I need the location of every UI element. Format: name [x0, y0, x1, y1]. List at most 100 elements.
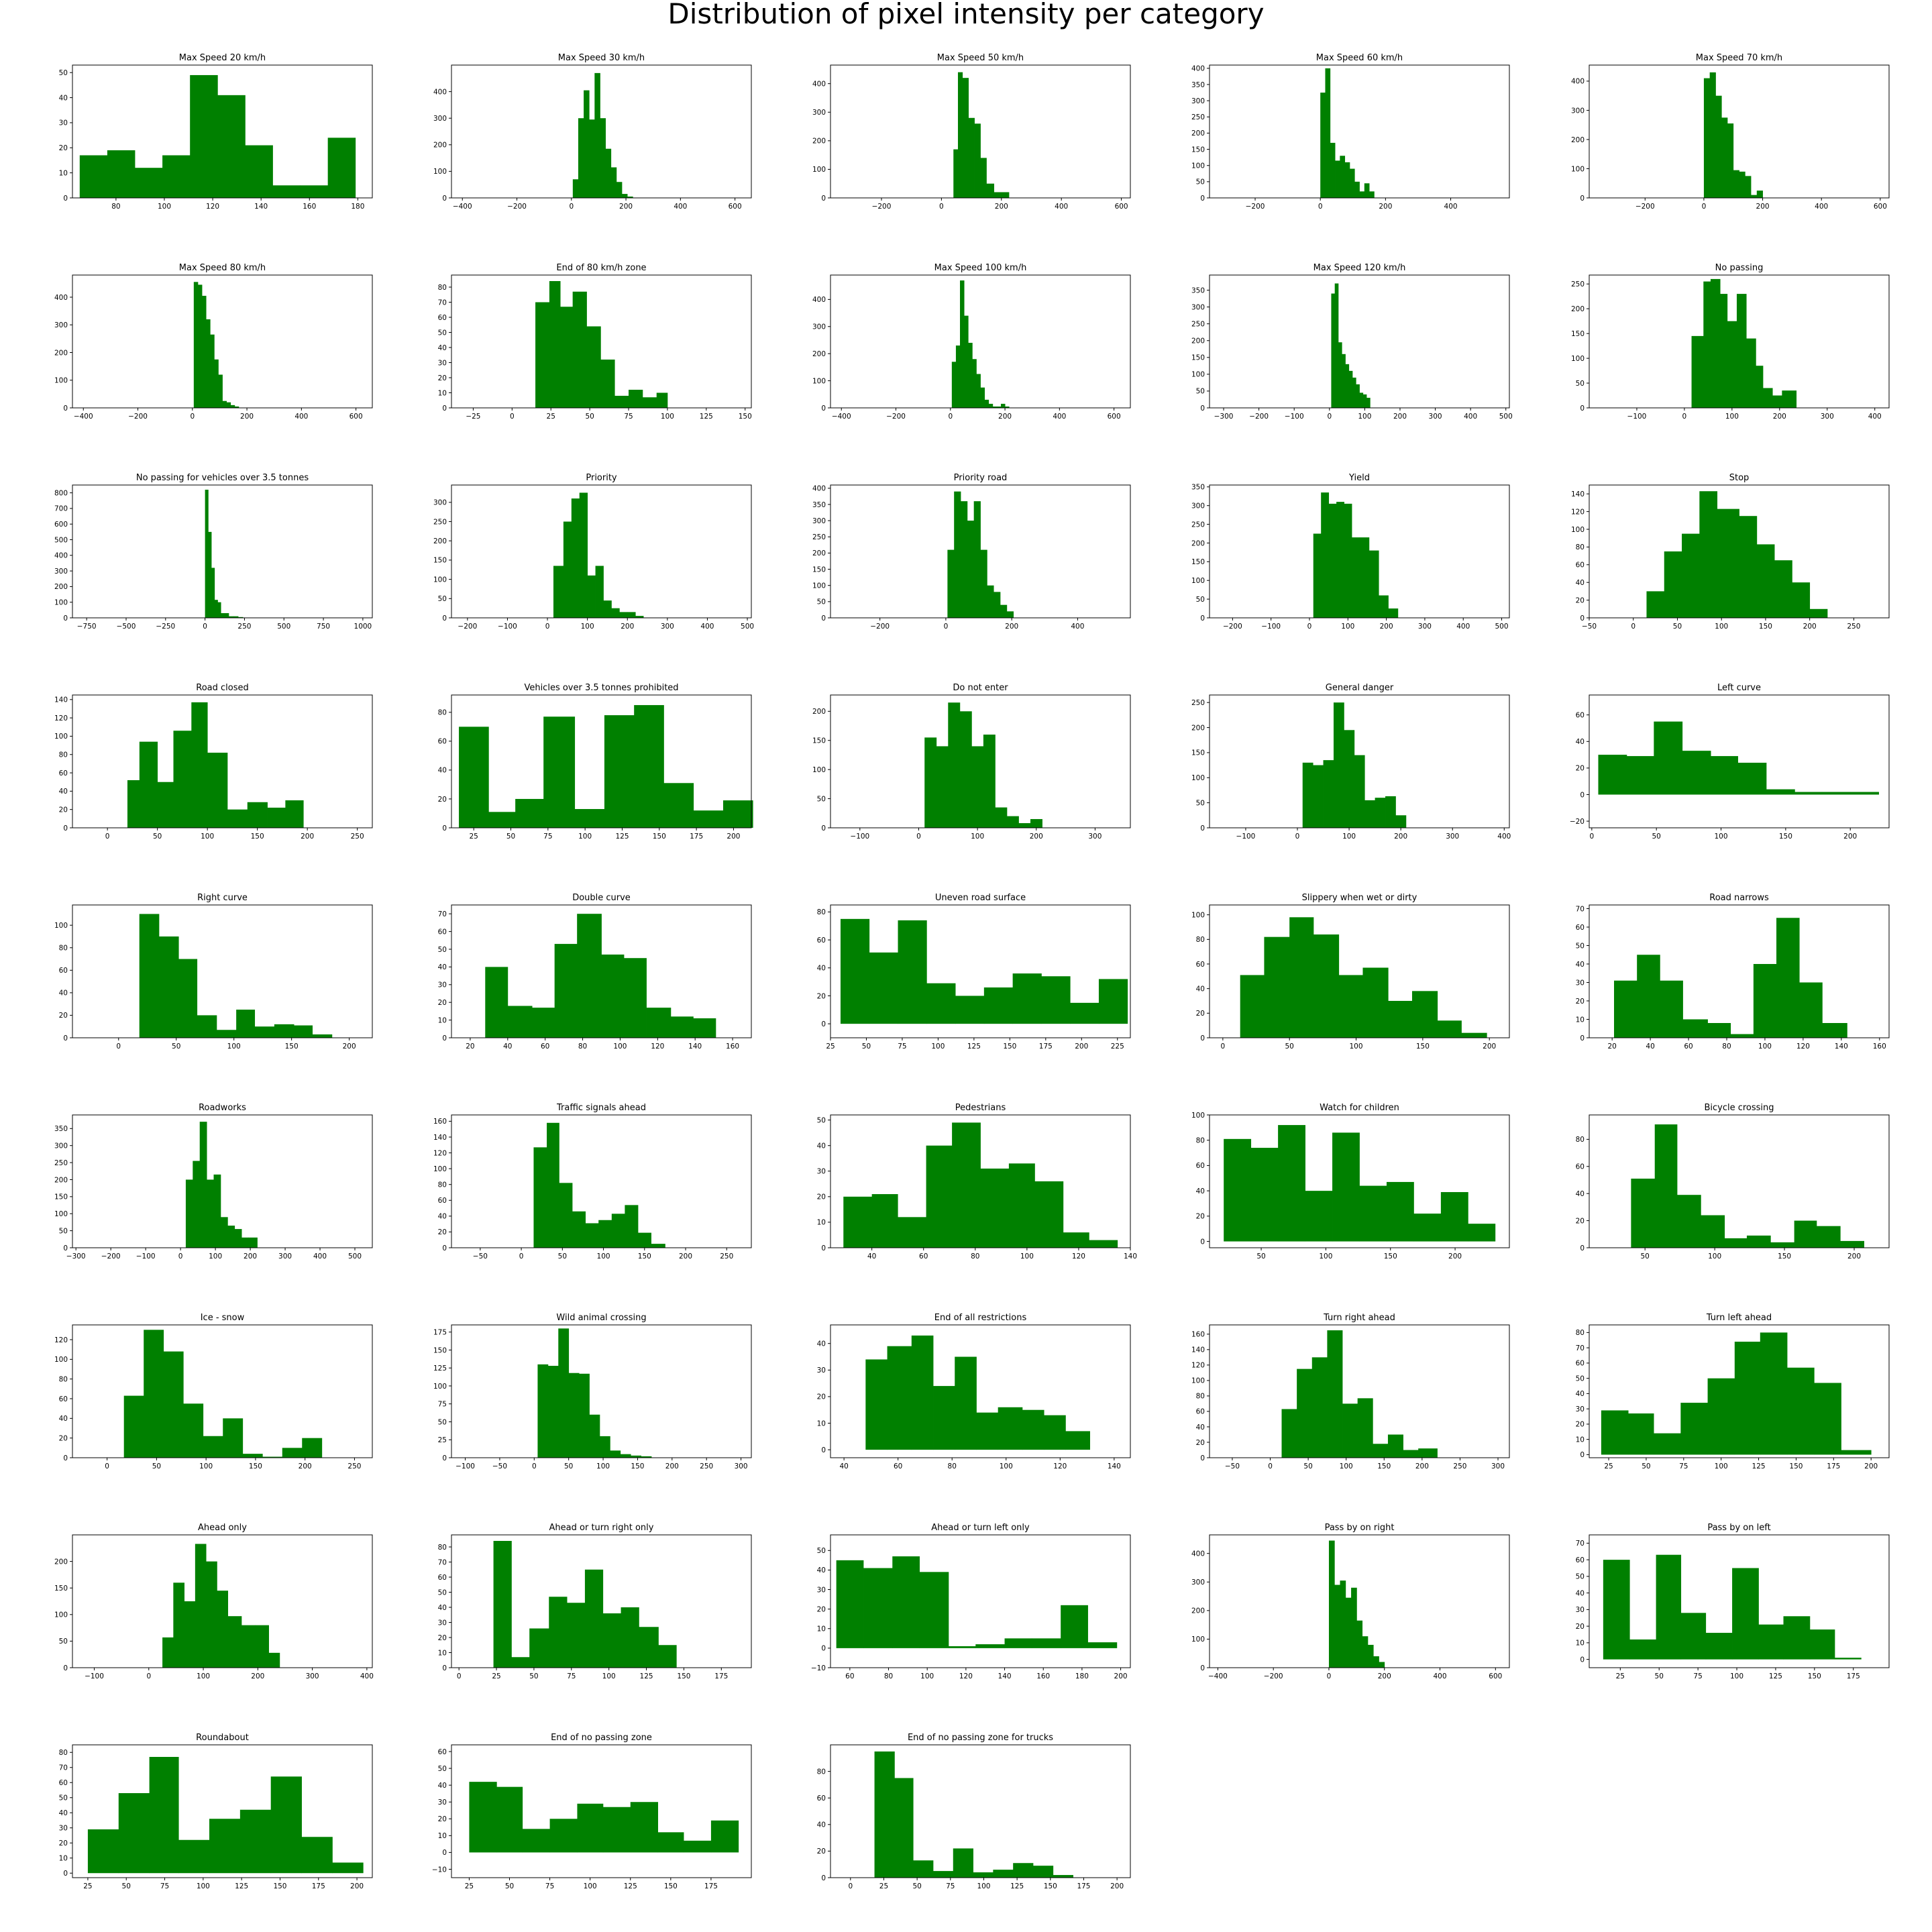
y-tick-label: 0	[63, 1870, 68, 1878]
x-tick-label: 50	[1642, 1462, 1650, 1470]
x-tick-label: 160	[1873, 1042, 1886, 1051]
histogram-bar	[584, 1569, 604, 1668]
panel-title: Slippery when wet or dirty	[1302, 893, 1417, 903]
y-tick-label: 60	[1196, 961, 1205, 969]
y-tick-label: 400	[812, 485, 826, 493]
y-tick-label: 0	[1200, 1034, 1205, 1042]
x-tick-label: 50	[1285, 1042, 1294, 1051]
y-tick-label: 0	[442, 614, 447, 623]
histogram-bar	[1705, 1633, 1733, 1660]
x-tick-label: 120	[1072, 1252, 1085, 1260]
histogram-bar	[511, 1657, 530, 1668]
histogram-bar	[1782, 390, 1797, 408]
x-tick-label: 125	[640, 1672, 653, 1680]
histogram-panel: Max Speed 120 km/h −300 −200 −100 0 100 200 300…	[1191, 263, 1513, 421]
histogram-bar	[579, 492, 588, 618]
x-tick-label: 20	[1607, 1042, 1616, 1051]
histogram-bar	[1709, 72, 1716, 198]
histogram-bar	[207, 753, 228, 828]
histogram-bar	[1354, 181, 1360, 198]
plot-frame	[830, 1324, 1131, 1458]
x-tick-label: 0	[116, 1042, 121, 1051]
y-tick-label: 60	[438, 314, 447, 322]
histogram-bar	[1386, 1181, 1414, 1242]
histogram-bar	[255, 1625, 269, 1668]
y-tick-label: 70	[59, 1764, 68, 1772]
plot-frame	[1209, 694, 1510, 828]
histogram-panel: Roadworks −300 −200 −100 0 100 200 300 400 500 0 50…	[54, 1103, 373, 1260]
panel-title: Yield	[1348, 473, 1370, 483]
panel-title: Stop	[1729, 473, 1750, 483]
plot-frame	[1209, 904, 1510, 1038]
histogram-bar	[223, 1418, 244, 1458]
histogram-bar	[1680, 1403, 1708, 1455]
histogram-bar	[1356, 384, 1360, 408]
histogram-bar	[1320, 93, 1326, 198]
y-tick-label: 100	[433, 1165, 447, 1173]
y-tick-label: 20	[817, 1605, 826, 1613]
histogram-bar	[1311, 1357, 1328, 1458]
histogram-bar	[610, 1450, 621, 1458]
histogram-bar	[245, 145, 273, 198]
x-tick-label: 80	[948, 1462, 957, 1470]
plot-frame	[72, 1114, 373, 1248]
x-tick-label: 180	[1075, 1672, 1089, 1680]
histogram-bar	[1751, 195, 1758, 198]
histogram-bar	[230, 405, 235, 409]
x-tick-label: 75	[1693, 1672, 1702, 1680]
histogram-bar	[955, 345, 961, 408]
y-tick-label: 40	[438, 344, 447, 352]
histogram-bar	[193, 1161, 201, 1248]
histogram-bar	[1468, 1224, 1496, 1242]
x-tick-label: −300	[66, 1252, 86, 1260]
panel-title: No passing	[1715, 263, 1764, 273]
histogram-panel: Pedestrians 40 60 80 100 120 140 0 10 20 30 40 50	[817, 1103, 1137, 1260]
y-tick-label: 120	[1571, 508, 1585, 516]
y-tick-label: 160	[1191, 1331, 1205, 1339]
y-tick-label: 40	[1196, 1187, 1205, 1195]
histogram-bar	[954, 491, 961, 618]
plot-frame	[451, 274, 752, 409]
x-tick-label: −100	[1285, 413, 1304, 421]
y-tick-label: 80	[438, 709, 447, 717]
plot-frame	[72, 694, 373, 828]
y-tick-label: 10	[438, 1649, 447, 1657]
x-tick-label: 0	[569, 203, 574, 211]
histogram-bar	[955, 996, 985, 1024]
x-tick-label: −200	[128, 413, 148, 421]
histogram-bar	[611, 1214, 625, 1248]
x-tick-label: 250	[351, 833, 364, 841]
histogram-bar	[951, 362, 957, 408]
histogram-bar	[549, 281, 561, 408]
panel-title: Do not enter	[953, 683, 1008, 693]
histogram-bar	[157, 782, 174, 828]
histogram-bar	[221, 613, 225, 618]
histogram-bar	[206, 1561, 217, 1668]
y-tick-label: 25	[438, 1436, 447, 1444]
plot-frame	[451, 64, 752, 199]
histogram-bar	[282, 1448, 303, 1458]
histogram-panel: End of no passing zone for trucks 0 25 50 75…	[817, 1733, 1131, 1890]
plot-frame	[830, 1114, 1131, 1248]
y-tick-label: 30	[438, 359, 447, 367]
x-tick-label: 250	[720, 1252, 733, 1260]
plot-frame	[451, 1114, 752, 1248]
plot-frame	[72, 1534, 373, 1668]
histogram-bar	[1334, 1585, 1340, 1668]
y-tick-label: 0	[1200, 1664, 1205, 1672]
x-tick-label: 100	[197, 1882, 210, 1890]
y-tick-label: 50	[59, 1794, 68, 1803]
histogram-bar	[515, 798, 544, 828]
y-tick-label: 0	[63, 195, 68, 203]
histogram-bar	[227, 1616, 242, 1668]
histogram-bar	[197, 1015, 217, 1038]
x-tick-label: 0	[510, 413, 515, 421]
histogram-bar	[1703, 281, 1711, 408]
histogram-bar	[554, 944, 578, 1038]
x-tick-label: −100	[1261, 623, 1281, 631]
histogram-bar	[616, 182, 623, 198]
y-tick-label: 400	[1191, 1550, 1205, 1558]
histogram-bar	[222, 400, 227, 408]
histogram-bar	[1373, 1444, 1389, 1458]
x-tick-label: 50	[1303, 1462, 1312, 1470]
